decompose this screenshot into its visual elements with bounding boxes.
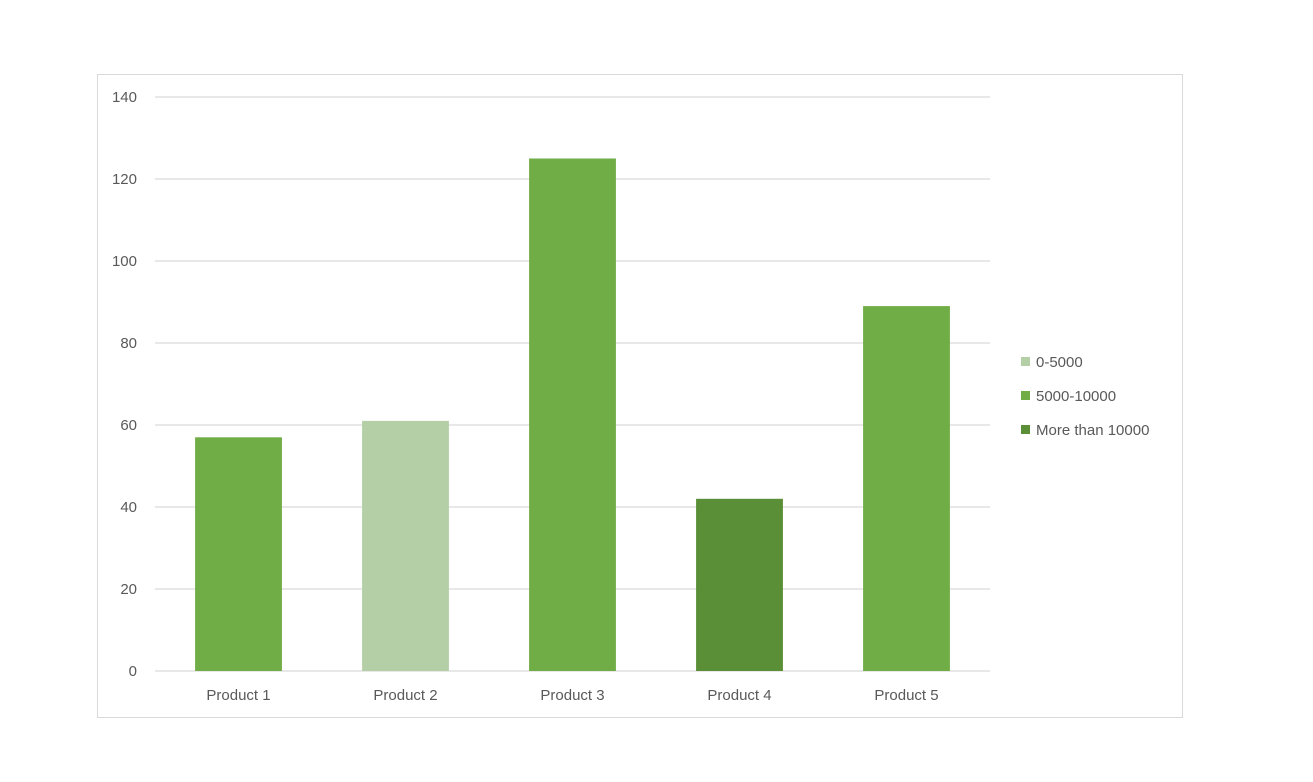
bar — [195, 437, 282, 671]
legend-swatch — [1021, 391, 1030, 400]
bar — [696, 498, 783, 671]
x-tick-label: Product 5 — [874, 687, 938, 704]
y-axis-tick-labels: 0 20 40 60 80 100 120 140 — [112, 89, 137, 680]
legend-swatch — [1021, 425, 1030, 434]
y-tick-label: 0 — [129, 663, 137, 680]
y-tick-label: 140 — [112, 89, 137, 106]
y-tick-label: 120 — [112, 171, 137, 188]
legend: 0-5000 5000-10000 More than 10000 — [1021, 354, 1149, 439]
y-tick-label: 80 — [120, 335, 137, 352]
y-tick-label: 20 — [120, 581, 137, 598]
y-tick-label: 40 — [120, 499, 137, 516]
y-tick-label: 100 — [112, 253, 137, 270]
x-tick-label: Product 2 — [373, 687, 437, 704]
legend-label: 0-5000 — [1036, 354, 1083, 371]
y-tick-label: 60 — [120, 417, 137, 434]
x-tick-label: Product 3 — [540, 687, 604, 704]
x-tick-label: Product 4 — [707, 687, 771, 704]
legend-label: 5000-10000 — [1036, 388, 1116, 405]
bar — [863, 306, 950, 671]
x-axis-tick-labels: Product 1 Product 2 Product 3 Product 4 Prod… — [206, 687, 938, 704]
bar — [529, 158, 616, 671]
legend-label: More than 10000 — [1036, 422, 1149, 439]
bars — [195, 158, 950, 671]
x-tick-label: Product 1 — [206, 687, 270, 704]
legend-swatch — [1021, 357, 1030, 366]
bar — [362, 420, 449, 671]
